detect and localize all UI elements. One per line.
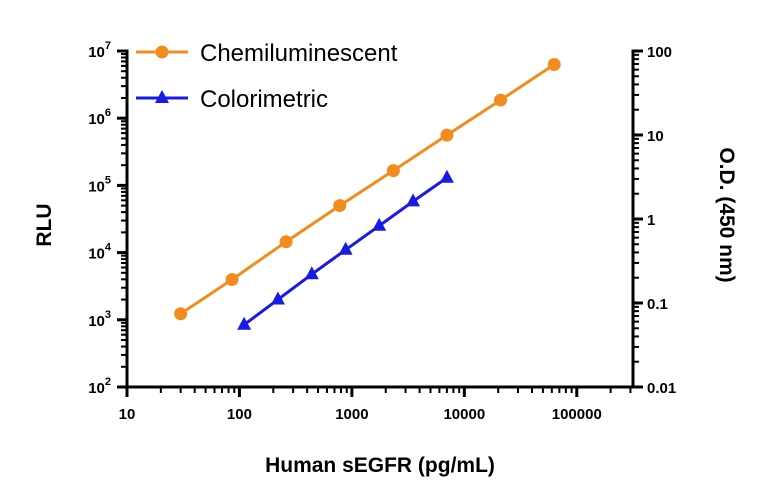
y-left-tick-exponent: 3 — [105, 309, 111, 321]
legend-chemi-label: Chemiluminescent — [200, 40, 398, 67]
legend-color-label: Colorimetric — [200, 86, 328, 113]
y-right-tick-label: 1 — [647, 212, 655, 229]
colorimetric-point — [237, 316, 252, 330]
y-axis-right-title: O.D. (450 nm) — [715, 147, 738, 282]
chemiluminescent-point — [225, 272, 239, 286]
y-left-tick-label: 107 — [88, 40, 111, 61]
x-tick-label: 100 — [227, 406, 252, 423]
y-left-tick-label: 106 — [88, 107, 111, 128]
y-right-tick-label: 10 — [647, 128, 664, 145]
y-left-tick-label: 103 — [88, 309, 111, 330]
legend-chemi-marker — [155, 45, 169, 59]
chemiluminescent-point — [494, 93, 508, 107]
colorimetric-point — [372, 217, 387, 231]
x-axis-title: Human sEGFR (pg/mL) — [265, 454, 495, 477]
x-tick-label: 10 — [119, 406, 136, 423]
colorimetric-point — [406, 193, 421, 207]
y-left-tick-base: 10 — [88, 178, 105, 195]
x-tick-label: 1000 — [335, 406, 368, 423]
colorimetric-point — [338, 241, 353, 255]
y-left-tick-exponent: 5 — [105, 174, 111, 186]
y-right-tick-label: 0.01 — [647, 380, 676, 397]
chemiluminescent-line — [179, 63, 556, 316]
y-left-tick-exponent: 4 — [105, 242, 112, 254]
colorimetric-point — [270, 291, 285, 305]
y-left-tick-exponent: 6 — [105, 107, 111, 119]
colorimetric-point — [439, 169, 454, 183]
x-tick-label: 10000 — [443, 406, 485, 423]
y-left-tick-exponent: 2 — [105, 376, 111, 388]
y-right-tick-label: 100 — [647, 44, 672, 61]
legend: Chemiluminescent Colorimetric — [136, 40, 398, 113]
y-left-tick-base: 10 — [88, 246, 105, 263]
axes: 10 100 1000 10000 1000001021031041051061070.… — [88, 40, 676, 423]
chemiluminescent-point — [174, 307, 188, 321]
y-left-tick-base: 10 — [88, 313, 105, 330]
colorimetric-point — [304, 266, 319, 280]
y-axis-left-title: RLU — [33, 203, 56, 246]
y-left-tick-label: 105 — [88, 174, 111, 195]
y-left-tick-base: 10 — [88, 44, 105, 61]
y-left-tick-exponent: 7 — [105, 40, 111, 52]
y-left-tick-label: 104 — [88, 242, 112, 263]
legend-color-marker — [155, 90, 169, 103]
chemiluminescent-point — [547, 57, 561, 71]
y-right-tick-label: 0.1 — [647, 296, 668, 313]
x-tick-label: 100000 — [552, 406, 602, 423]
chemiluminescent-point — [333, 199, 347, 213]
y-left-tick-base: 10 — [88, 111, 105, 128]
chemiluminescent-point — [440, 128, 454, 142]
y-left-tick-label: 102 — [88, 376, 111, 397]
chemiluminescent-point — [386, 164, 400, 178]
chemiluminescent-point — [279, 235, 293, 249]
y-left-tick-base: 10 — [88, 380, 105, 397]
series-layer — [174, 57, 561, 330]
